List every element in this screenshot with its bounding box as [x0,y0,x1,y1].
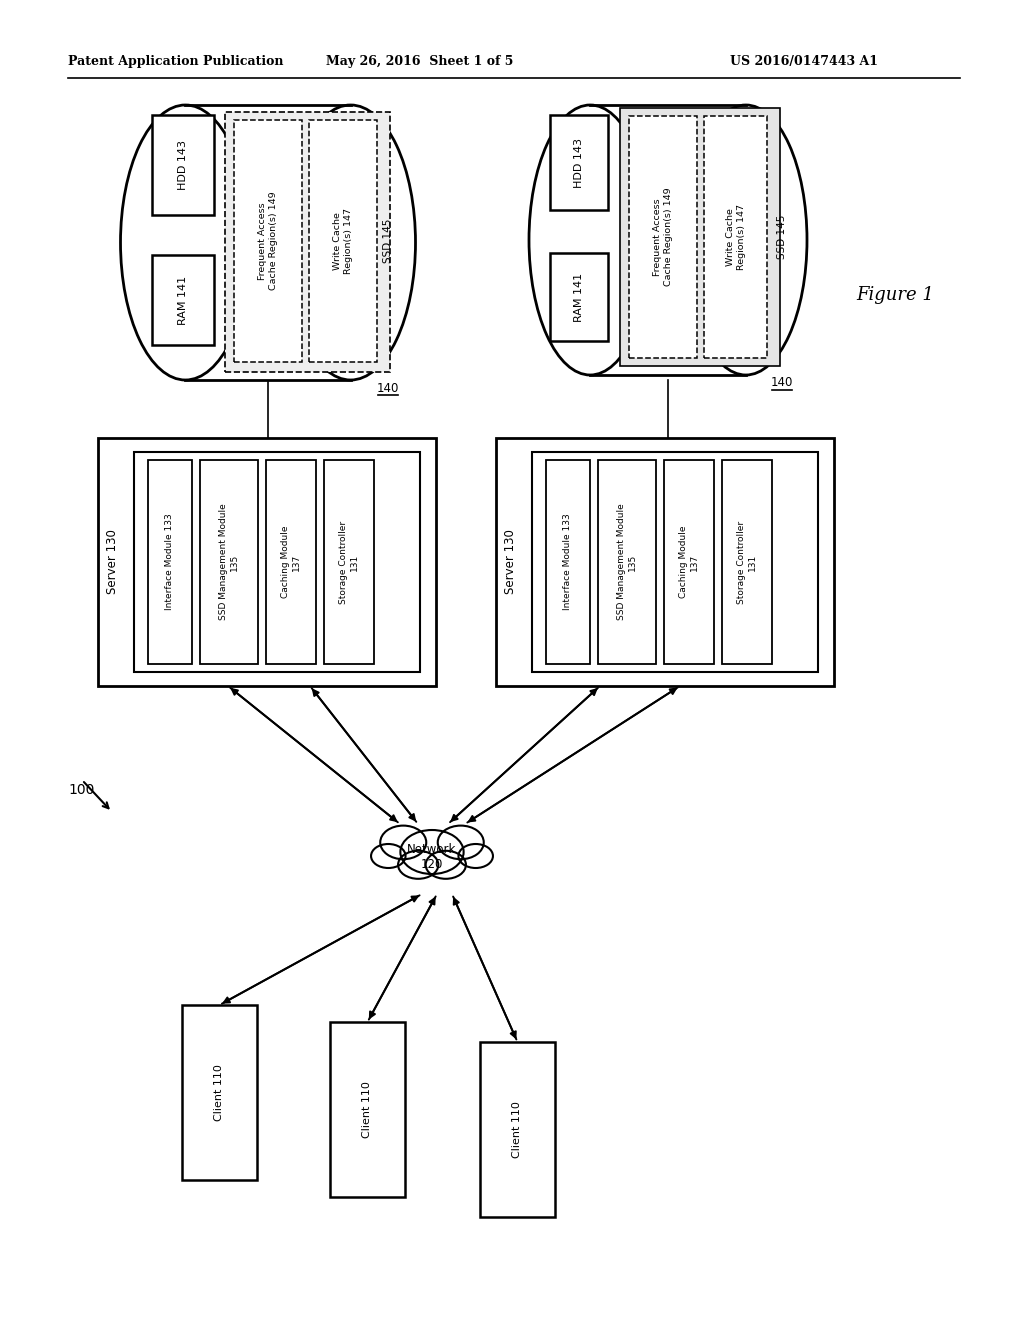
Text: Write Cache
Region(s) 147: Write Cache Region(s) 147 [333,209,352,275]
Text: SSD Management Module
135: SSD Management Module 135 [219,504,239,620]
Bar [722,459,772,664]
Bar [324,459,374,664]
Ellipse shape [121,106,250,380]
Bar [532,451,818,672]
Bar [550,115,608,210]
Bar [152,115,214,215]
Text: Frequent Access
Cache Region(s) 149: Frequent Access Cache Region(s) 149 [258,191,278,290]
Ellipse shape [380,825,426,859]
Bar [480,1041,555,1217]
Text: Server 130: Server 130 [105,529,119,594]
Bar [330,1022,406,1197]
Text: Interface Module 133: Interface Module 133 [563,513,572,610]
Text: Client 110: Client 110 [362,1081,373,1138]
Bar [598,459,656,664]
Ellipse shape [286,106,416,380]
Bar [620,108,780,366]
Ellipse shape [426,851,466,879]
Text: Caching Module
137: Caching Module 137 [679,525,698,598]
Text: Write Cache
Region(s) 147: Write Cache Region(s) 147 [726,205,745,271]
Text: Interface Module 133: Interface Module 133 [166,513,174,610]
Bar [152,255,214,345]
Text: Frequent Access
Cache Region(s) 149: Frequent Access Cache Region(s) 149 [653,187,673,286]
Text: Client 110: Client 110 [214,1064,224,1121]
Text: Caching Module
137: Caching Module 137 [282,525,301,598]
Bar [309,120,377,362]
Bar [148,459,193,664]
Text: May 26, 2016  Sheet 1 of 5: May 26, 2016 Sheet 1 of 5 [327,55,514,69]
Bar [496,438,834,686]
Bar [546,459,590,664]
Bar [182,1005,257,1180]
Text: Storage Controller
131: Storage Controller 131 [737,520,757,603]
Ellipse shape [400,830,464,874]
Ellipse shape [371,843,406,869]
Bar [234,120,302,362]
Text: SSD 145: SSD 145 [383,219,393,263]
Bar [266,459,316,664]
Bar [629,116,697,358]
Text: Figure 1: Figure 1 [856,286,934,304]
Text: 140: 140 [377,381,399,395]
Text: RAM 141: RAM 141 [178,276,188,325]
Text: SSD 145: SSD 145 [777,215,787,259]
Ellipse shape [398,851,438,879]
Ellipse shape [459,843,493,869]
Ellipse shape [529,106,651,375]
Bar [705,116,767,358]
Text: Storage Controller
131: Storage Controller 131 [339,520,358,603]
Ellipse shape [437,825,483,859]
Text: 140: 140 [771,376,794,389]
Text: 100: 100 [69,783,95,797]
Bar [225,112,390,372]
Text: RAM 141: RAM 141 [574,272,584,322]
Bar [185,106,350,380]
Ellipse shape [685,106,807,375]
Text: Patent Application Publication: Patent Application Publication [68,55,284,69]
Text: US 2016/0147443 A1: US 2016/0147443 A1 [730,55,878,69]
Text: HDD 143: HDD 143 [574,139,584,187]
Bar [550,253,608,341]
Bar [98,438,436,686]
Text: Client 110: Client 110 [512,1101,522,1158]
Bar [590,106,745,375]
Text: Network
120: Network 120 [408,843,457,871]
Text: SSD Management Module
135: SSD Management Module 135 [617,504,637,620]
Bar [134,451,420,672]
Bar [664,459,714,664]
Text: HDD 143: HDD 143 [178,140,188,190]
Bar [200,459,258,664]
Text: Server 130: Server 130 [504,529,516,594]
